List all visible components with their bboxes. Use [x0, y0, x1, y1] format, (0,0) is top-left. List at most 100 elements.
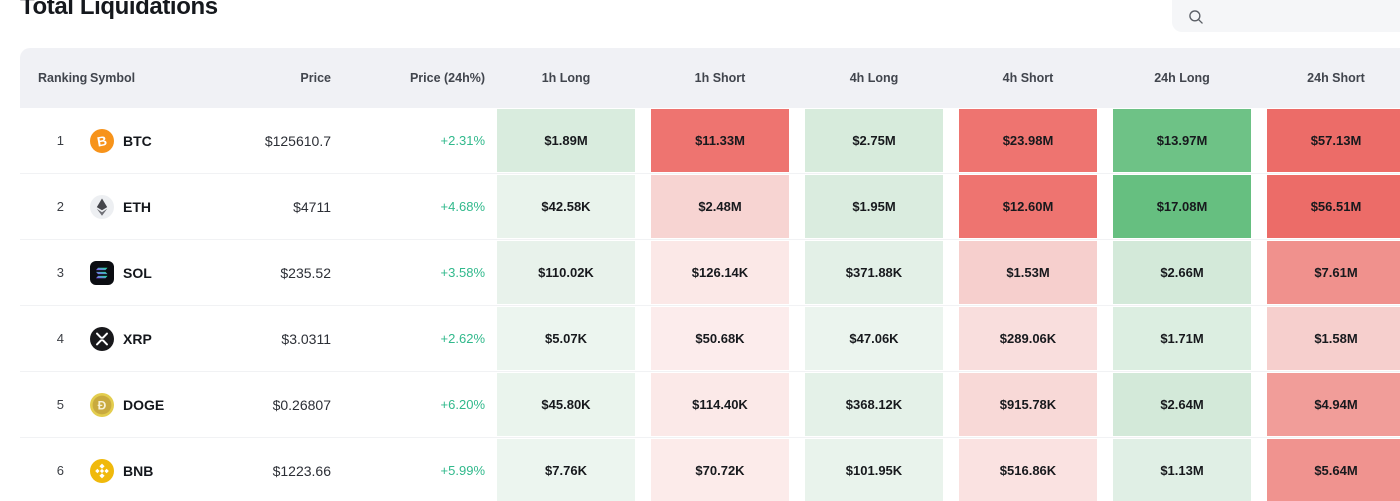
- page-title: Total Liquidations: [20, 0, 218, 20]
- liquidation-cell: $7.76K: [489, 438, 643, 501]
- liquidation-value: $5.07K: [497, 307, 635, 370]
- symbol-label: BNB: [123, 462, 154, 479]
- liquidation-value: $56.51M: [1267, 175, 1400, 238]
- liquidation-cell: $45.80K: [489, 372, 643, 437]
- liquidation-value: $915.78K: [959, 373, 1097, 436]
- liquidation-cell: $13.97M: [1105, 108, 1259, 173]
- liquidation-cell: $5.07K: [489, 306, 643, 371]
- liquidation-value: $7.61M: [1267, 241, 1400, 304]
- liquidation-cell: $1.71M: [1105, 306, 1259, 371]
- table-row[interactable]: 4 XRP $3.0311 +2.62% $5.07K $50.68K $47.06…: [20, 306, 1400, 372]
- liquidation-value: $12.60M: [959, 175, 1097, 238]
- price-change-cell: +4.68%: [440, 199, 485, 214]
- liquidation-value: $516.86K: [959, 439, 1097, 501]
- svg-text:Ð: Ð: [98, 398, 107, 412]
- price-cell: $3.0311: [281, 330, 331, 347]
- liquidation-cell: $42.58K: [489, 174, 643, 239]
- btc-coin-icon: B: [90, 128, 114, 153]
- liquidation-cell: $1.53M: [951, 240, 1105, 305]
- liquidation-value: $4.94M: [1267, 373, 1400, 436]
- table-row[interactable]: 2 ETH $4711 +4.68% $42.58K $2.48M $1.95M $1…: [20, 174, 1400, 240]
- svg-text:B: B: [96, 133, 108, 150]
- column-header-1h-long: 1h Long: [541, 71, 591, 85]
- liquidation-value: $7.76K: [497, 439, 635, 501]
- price-change-cell: +3.58%: [440, 265, 485, 280]
- column-header-4h-long: 4h Long: [849, 71, 899, 85]
- price-change-cell: +5.99%: [440, 463, 485, 478]
- rank-cell: 3: [56, 265, 64, 280]
- liquidation-value: $1.53M: [959, 241, 1097, 304]
- liquidation-value: $289.06K: [959, 307, 1097, 370]
- liquidation-cell: $289.06K: [951, 306, 1105, 371]
- symbol-cell[interactable]: B BTC: [76, 108, 240, 173]
- liquidation-cell: $368.12K: [797, 372, 951, 437]
- price-change-cell: +2.62%: [440, 331, 485, 346]
- symbol-cell[interactable]: Ð DOGE: [76, 372, 240, 437]
- symbol-label: SOL: [123, 264, 152, 281]
- liquidation-cell: $12.60M: [951, 174, 1105, 239]
- liquidation-value: $1.71M: [1113, 307, 1251, 370]
- sol-coin-icon: [90, 260, 114, 285]
- liquidation-value: $50.68K: [651, 307, 789, 370]
- symbol-label: XRP: [123, 330, 152, 347]
- table-row[interactable]: 1 B BTC $125610.7 +2.31% $1.89M $11.33M $2…: [20, 108, 1400, 174]
- liquidation-value: $5.64M: [1267, 439, 1400, 501]
- liquidation-cell: $126.14K: [643, 240, 797, 305]
- rank-cell: 5: [56, 397, 64, 412]
- price-cell: $4711: [293, 198, 331, 215]
- price-change-cell: +2.31%: [440, 133, 485, 148]
- liquidation-cell: $57.13M: [1259, 108, 1400, 173]
- liquidation-cell: $2.75M: [797, 108, 951, 173]
- search-box[interactable]: [1172, 0, 1400, 32]
- liquidation-value: $23.98M: [959, 109, 1097, 172]
- price-change-cell: +6.20%: [440, 397, 485, 412]
- rank-cell: 2: [56, 199, 64, 214]
- column-header-24h-long: 24h Long: [1154, 71, 1210, 85]
- liquidation-cell: $2.64M: [1105, 372, 1259, 437]
- eth-coin-icon: [90, 194, 114, 219]
- table-body: 1 B BTC $125610.7 +2.31% $1.89M $11.33M $2…: [20, 108, 1400, 501]
- column-header-4h-short: 4h Short: [1002, 71, 1054, 85]
- liquidation-cell: $4.94M: [1259, 372, 1400, 437]
- liquidation-value: $13.97M: [1113, 109, 1251, 172]
- liquidation-value: $57.13M: [1267, 109, 1400, 172]
- price-cell: $235.52: [280, 264, 331, 281]
- liquidation-cell: $2.66M: [1105, 240, 1259, 305]
- liquidation-value: $2.64M: [1113, 373, 1251, 436]
- liquidation-cell: $5.64M: [1259, 438, 1400, 501]
- liquidation-value: $368.12K: [805, 373, 943, 436]
- liquidation-cell: $1.95M: [797, 174, 951, 239]
- bnb-coin-icon: [90, 458, 114, 483]
- liquidation-cell: $50.68K: [643, 306, 797, 371]
- liquidation-cell: $56.51M: [1259, 174, 1400, 239]
- search-icon: [1188, 9, 1204, 25]
- liquidation-value: $45.80K: [497, 373, 635, 436]
- rank-cell: 4: [56, 331, 64, 346]
- liquidation-cell: $516.86K: [951, 438, 1105, 501]
- search-input[interactable]: [1214, 2, 1400, 28]
- symbol-cell[interactable]: BNB: [76, 438, 240, 501]
- table-row[interactable]: 6 BNB $1223.66 +5.99% $7.76K $70.72K $101.…: [20, 438, 1400, 501]
- price-cell: $0.26807: [272, 396, 331, 413]
- table-row[interactable]: 5 Ð DOGE $0.26807 +6.20% $45.80K $114.40K…: [20, 372, 1400, 438]
- doge-coin-icon: Ð: [90, 392, 114, 417]
- symbol-cell[interactable]: XRP: [76, 306, 240, 371]
- liquidation-value: $11.33M: [651, 109, 789, 172]
- liquidation-cell: $915.78K: [951, 372, 1105, 437]
- symbol-label: DOGE: [123, 396, 165, 413]
- liquidation-cell: $1.13M: [1105, 438, 1259, 501]
- liquidation-value: $1.13M: [1113, 439, 1251, 501]
- liquidation-value: $114.40K: [651, 373, 789, 436]
- liquidation-cell: $2.48M: [643, 174, 797, 239]
- liquidation-value: $1.58M: [1267, 307, 1400, 370]
- liquidation-value: $2.48M: [651, 175, 789, 238]
- column-header-price: Price: [300, 71, 331, 85]
- symbol-cell[interactable]: SOL: [76, 240, 240, 305]
- liquidation-cell: $101.95K: [797, 438, 951, 501]
- table-row[interactable]: 3 SOL $235.52 +3.58% $110.02K $126.14K $37…: [20, 240, 1400, 306]
- liquidation-value: $1.95M: [805, 175, 943, 238]
- liquidation-cell: $110.02K: [489, 240, 643, 305]
- symbol-cell[interactable]: ETH: [76, 174, 240, 239]
- liquidation-value: $42.58K: [497, 175, 635, 238]
